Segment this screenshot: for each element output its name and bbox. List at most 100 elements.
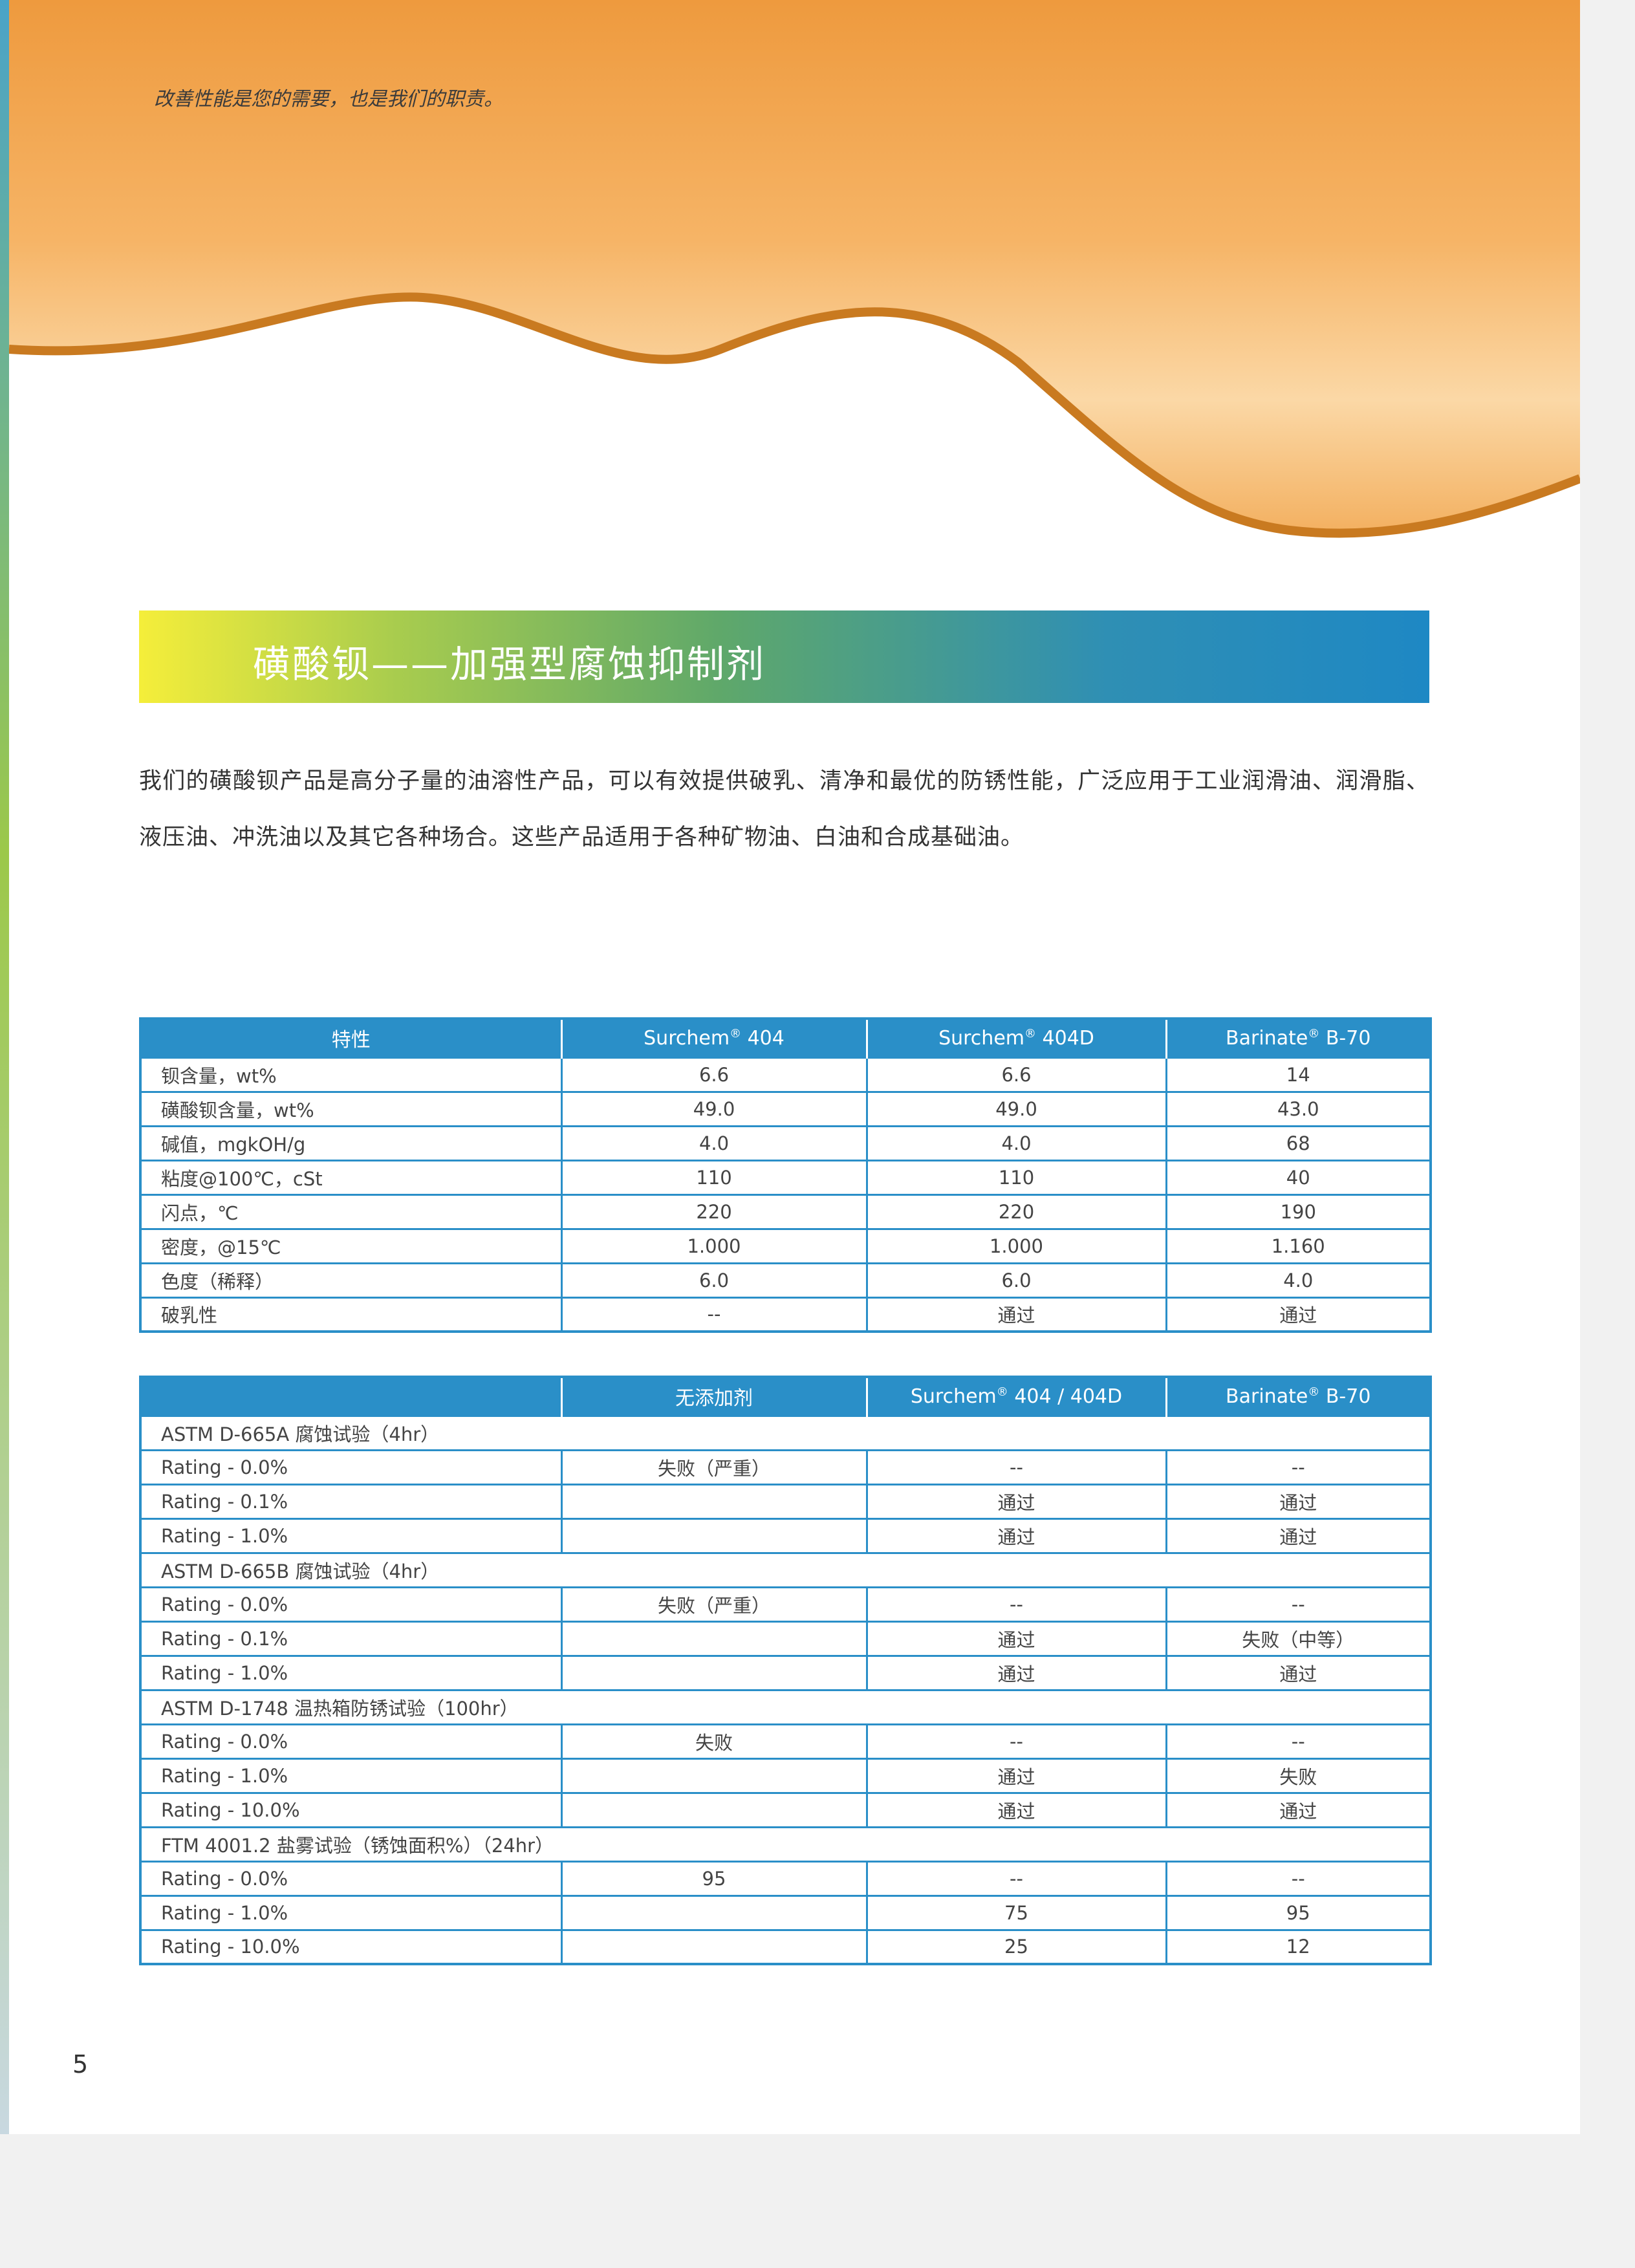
- table-cell: [560, 1928, 868, 1965]
- row-label: 破乳性: [139, 1296, 563, 1333]
- row-label: Rating - 0.1%: [139, 1483, 563, 1520]
- table-row: Rating - 0.1% 通过 通过: [139, 1483, 1432, 1520]
- table-row: Rating - 0.0% 失败（严重） -- --: [139, 1586, 1432, 1623]
- table-row: 密度，@15℃ 1.000 1.000 1.160: [139, 1227, 1432, 1264]
- table-cell: --: [865, 1723, 1167, 1760]
- table-cell: 通过: [865, 1296, 1167, 1333]
- row-label: Rating - 10.0%: [139, 1928, 563, 1965]
- row-label: 钡含量，wt%: [139, 1056, 563, 1093]
- table-cell: 6.6: [865, 1056, 1167, 1093]
- table-cell: 40: [1165, 1159, 1432, 1196]
- column-header: 特性: [140, 1019, 561, 1057]
- section-row: FTM 4001.2 盐雾试验（锈蚀面积%）（24hr）: [139, 1826, 1432, 1863]
- row-label: Rating - 1.0%: [139, 1517, 563, 1554]
- column-header: [140, 1377, 561, 1416]
- table-cell: --: [1165, 1586, 1432, 1623]
- table-cell: --: [1165, 1860, 1432, 1897]
- intro-paragraph: 我们的磺酸钡产品是高分子量的油溶性产品，可以有效提供破乳、清净和最优的防锈性能，…: [139, 768, 1429, 850]
- section-title: 磺酸钡——加强型腐蚀抑制剂: [253, 642, 766, 686]
- table-cell: 失败（严重）: [560, 1586, 868, 1623]
- table-cell: 通过: [865, 1654, 1167, 1691]
- table-cell: --: [865, 1449, 1167, 1485]
- column-header: 无添加剂: [560, 1377, 867, 1416]
- table-cell: 49.0: [865, 1090, 1167, 1127]
- table-cell: 失败（中等）: [1165, 1620, 1432, 1657]
- table-cell: [560, 1620, 868, 1657]
- hero-oil-wave-image: 改善性能是您的需要，也是我们的职责。: [9, 0, 1580, 543]
- table-row: Rating - 10.0% 25 12: [139, 1928, 1432, 1965]
- table-row: Rating - 0.0% 失败 -- --: [139, 1723, 1432, 1760]
- row-label: ASTM D-665A 腐蚀试验（4hr）: [139, 1414, 1432, 1451]
- row-label: ASTM D-1748 温热箱防锈试验（100hr）: [139, 1689, 1432, 1725]
- table-cell: 220: [560, 1193, 868, 1230]
- table-cell: 4.0: [560, 1125, 868, 1161]
- table-cell: 通过: [1165, 1654, 1432, 1691]
- table-cell: 通过: [1165, 1296, 1432, 1333]
- table-cell: 4.0: [865, 1125, 1167, 1161]
- table-cell: 通过: [1165, 1517, 1432, 1554]
- table-cell: --: [1165, 1449, 1432, 1485]
- table-cell: 1.000: [560, 1227, 868, 1264]
- table-row: Rating - 1.0% 通过 通过: [139, 1517, 1432, 1554]
- row-label: Rating - 1.0%: [139, 1654, 563, 1691]
- column-header: Barinate® B-70: [1165, 1377, 1431, 1416]
- table-row: Rating - 0.0% 失败（严重） -- --: [139, 1449, 1432, 1485]
- row-label: Rating - 1.0%: [139, 1894, 563, 1931]
- table-row: 闪点，℃ 220 220 190: [139, 1193, 1432, 1230]
- table-row: Rating - 0.0% 95 -- --: [139, 1860, 1432, 1897]
- row-label: 磺酸钡含量，wt%: [139, 1090, 563, 1127]
- table-cell: 68: [1165, 1125, 1432, 1161]
- table-cell: 6.0: [865, 1262, 1167, 1299]
- brochure-page: 改善性能是您的需要，也是我们的职责。 磺酸钡——加强型腐蚀抑制剂 我们的磺酸钡产…: [0, 0, 1580, 2134]
- column-header: Surchem® 404 / 404D: [865, 1377, 1166, 1416]
- table-cell: 失败（严重）: [560, 1449, 868, 1485]
- table-cell: 25: [865, 1928, 1167, 1965]
- table-cell: 4.0: [1165, 1262, 1432, 1299]
- row-label: Rating - 1.0%: [139, 1757, 563, 1794]
- table-cell: [560, 1517, 868, 1554]
- table-row: Rating - 10.0% 通过 通过: [139, 1791, 1432, 1828]
- table-row: 破乳性 -- 通过 通过: [139, 1296, 1432, 1333]
- table-cell: 49.0: [560, 1090, 868, 1127]
- tagline: 改善性能是您的需要，也是我们的职责。: [154, 88, 503, 111]
- table-cell: 1.000: [865, 1227, 1167, 1264]
- table-row: 磺酸钡含量，wt% 49.0 49.0 43.0: [139, 1090, 1432, 1127]
- table-cell: [560, 1894, 868, 1931]
- table-cell: 6.0: [560, 1262, 868, 1299]
- row-label: Rating - 0.0%: [139, 1723, 563, 1760]
- table-cell: 220: [865, 1193, 1167, 1230]
- table-cell: 110: [865, 1159, 1167, 1196]
- table-cell: [560, 1757, 868, 1794]
- table-cell: 14: [1165, 1056, 1432, 1093]
- row-label: 粘度@100℃，cSt: [139, 1159, 563, 1196]
- table-cell: 12: [1165, 1928, 1432, 1965]
- table-header-row: 无添加剂 Surchem® 404 / 404D Barinate® B-70: [140, 1377, 1431, 1416]
- table-cell: [560, 1654, 868, 1691]
- table-cell: 75: [865, 1894, 1167, 1931]
- column-header: Surchem® 404: [560, 1019, 867, 1057]
- table-row: 粘度@100℃，cSt 110 110 40: [139, 1159, 1432, 1196]
- table-cell: 43.0: [1165, 1090, 1432, 1127]
- table-cell: 通过: [1165, 1483, 1432, 1520]
- table-cell: 失败: [560, 1723, 868, 1760]
- section-row: ASTM D-665A 腐蚀试验（4hr）: [139, 1414, 1432, 1451]
- table-cell: [560, 1791, 868, 1828]
- table-row: Rating - 1.0% 75 95: [139, 1894, 1432, 1931]
- row-label: 碱值，mgkOH/g: [139, 1125, 563, 1161]
- table-header-row: 特性 Surchem® 404 Surchem® 404D Barinate® B-7…: [140, 1019, 1431, 1057]
- row-label: FTM 4001.2 盐雾试验（锈蚀面积%）（24hr）: [139, 1826, 1432, 1863]
- table-cell: 95: [560, 1860, 868, 1897]
- row-label: 闪点，℃: [139, 1193, 563, 1230]
- table-cell: 通过: [865, 1791, 1167, 1828]
- table-cell: 1.160: [1165, 1227, 1432, 1264]
- section-row: ASTM D-1748 温热箱防锈试验（100hr）: [139, 1689, 1432, 1725]
- table-cell: 6.6: [560, 1056, 868, 1093]
- table-cell: --: [1165, 1723, 1432, 1760]
- page-number: 5: [72, 2050, 89, 2079]
- page-edge: [0, 0, 9, 2134]
- table-cell: --: [865, 1586, 1167, 1623]
- table-row: 钡含量，wt% 6.6 6.6 14: [139, 1056, 1432, 1093]
- table-cell: 110: [560, 1159, 868, 1196]
- section-row: ASTM D-665B 腐蚀试验（4hr）: [139, 1551, 1432, 1588]
- properties-table: 特性 Surchem® 404 Surchem® 404D Barinate® B-7…: [139, 1017, 1432, 1333]
